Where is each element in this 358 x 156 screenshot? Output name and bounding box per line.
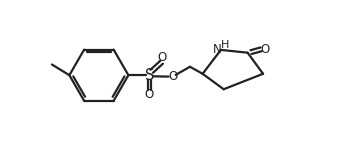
Text: O: O <box>260 43 270 56</box>
Text: O: O <box>145 88 154 101</box>
Text: H: H <box>221 40 229 50</box>
Text: O: O <box>158 51 167 64</box>
Text: S: S <box>145 68 154 83</box>
Text: O: O <box>168 70 177 83</box>
Text: N: N <box>213 43 222 56</box>
